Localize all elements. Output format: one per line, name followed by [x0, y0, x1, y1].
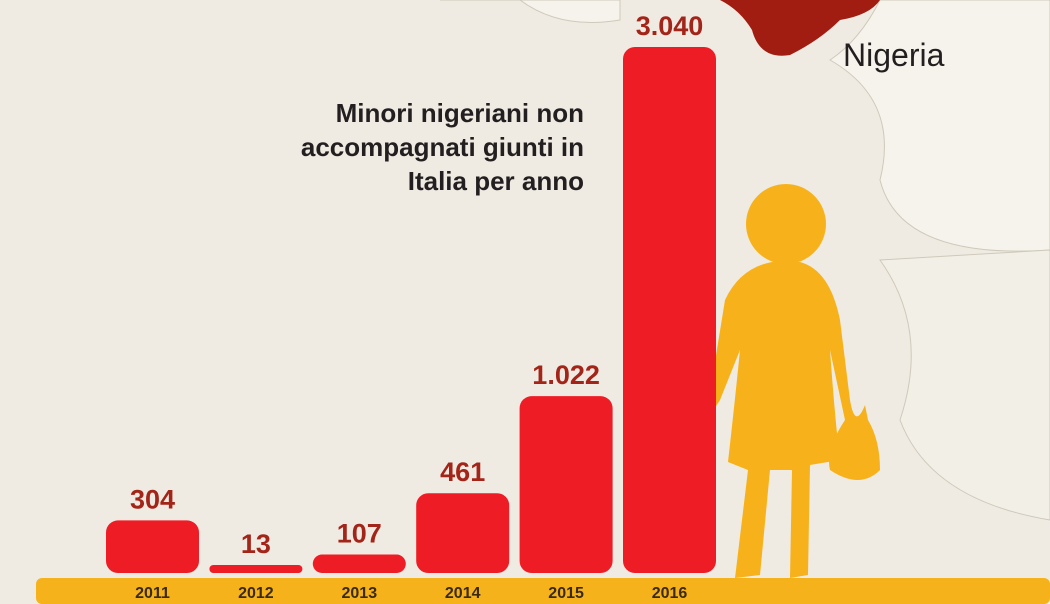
value-label: 107	[337, 518, 382, 548]
value-label: 1.022	[532, 360, 600, 390]
x-tick-label: 2015	[548, 585, 584, 602]
child-silhouette	[690, 184, 880, 578]
x-tick-label: 2013	[342, 585, 378, 602]
value-label: 13	[241, 529, 271, 559]
x-tick-label: 2011	[135, 585, 170, 602]
value-label: 304	[130, 484, 175, 514]
bar	[209, 565, 303, 573]
x-tick-label: 2014	[445, 585, 481, 602]
value-label: 461	[440, 457, 485, 487]
baseline-strip	[36, 578, 1050, 604]
map-label: Nigeria	[843, 37, 945, 73]
map-background	[440, 0, 1050, 521]
chart-title: Minori nigeriani non accompagnati giunti…	[300, 98, 584, 196]
bar	[312, 554, 406, 573]
x-tick-label: 2016	[652, 585, 688, 602]
bar	[623, 47, 716, 573]
bar	[416, 493, 510, 573]
x-tick-label: 2012	[238, 585, 274, 602]
bar	[519, 396, 613, 573]
value-label: 3.040	[636, 11, 704, 41]
bar	[106, 520, 199, 573]
